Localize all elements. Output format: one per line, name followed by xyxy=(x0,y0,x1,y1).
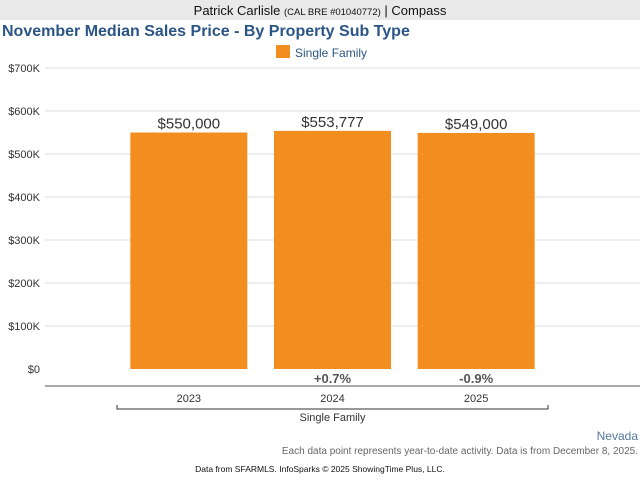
y-tick-label: $300K xyxy=(8,235,40,247)
data-label-2025: $549,000 xyxy=(445,116,508,133)
bar-2024 xyxy=(274,130,391,369)
group-bracket xyxy=(116,405,549,410)
data-label-2023: $550,000 xyxy=(158,116,221,133)
data-note: Each data point represents year-to-date … xyxy=(281,446,638,457)
agent-name: Patrick Carlisle xyxy=(193,3,281,18)
agent-header: Patrick Carlisle (CAL BRE #01040772) | C… xyxy=(0,0,640,20)
change-label-2024: +0.7% xyxy=(314,371,352,386)
x-tick-label: 2023 xyxy=(177,393,201,405)
region-label: Nevada xyxy=(596,429,638,443)
change-label-2025: -0.9% xyxy=(459,371,493,386)
brokerage-name: Compass xyxy=(391,3,447,18)
y-tick-label: $400K xyxy=(8,192,40,204)
y-tick-label: $600K xyxy=(8,106,40,118)
chart-title: November Median Sales Price - By Propert… xyxy=(2,23,410,40)
agent-license: (CAL BRE #01040772) xyxy=(283,7,381,18)
y-tick-label: $500K xyxy=(8,149,40,161)
group-label: Single Family xyxy=(299,412,366,424)
y-tick-label: $700K xyxy=(8,63,40,75)
x-tick-label: 2024 xyxy=(320,393,344,405)
y-tick-label: $0 xyxy=(28,364,40,376)
data-credit: Data from SFARMLS. InfoSparks © 2025 Sho… xyxy=(195,464,445,474)
bar-2025 xyxy=(417,132,535,369)
data-label-2024: $553,777 xyxy=(301,114,364,131)
header-separator: | xyxy=(380,3,392,18)
x-tick-label: 2025 xyxy=(464,393,488,405)
y-tick-label: $100K xyxy=(8,321,40,333)
bar-2023 xyxy=(130,132,248,369)
y-tick-label: $200K xyxy=(8,278,40,290)
legend-swatch xyxy=(276,45,290,58)
legend-label: Single Family xyxy=(295,46,367,60)
bar-chart: Single Family $0 $100K $200K $300K $400K $500K… xyxy=(8,45,640,424)
